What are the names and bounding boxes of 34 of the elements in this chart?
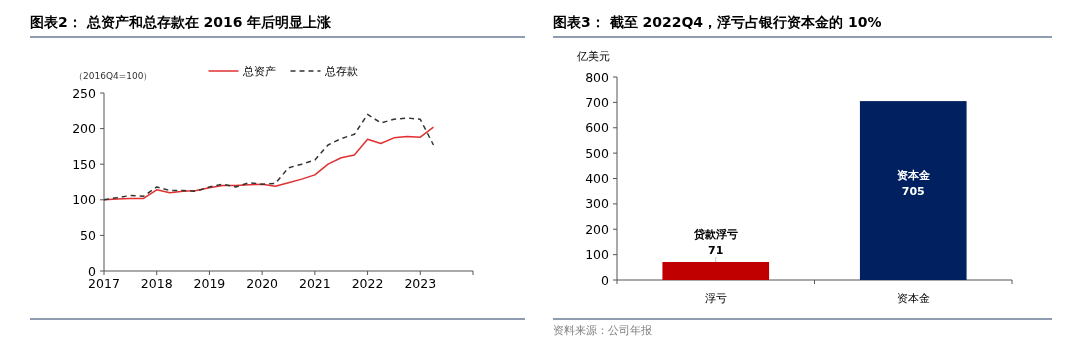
y-axis-title: 亿美元: [576, 50, 610, 63]
y-tick-label: 500: [585, 145, 610, 161]
x-tick-label: 2017: [88, 276, 120, 291]
y-tick-label: 600: [585, 120, 610, 136]
y-tick-label: 250: [72, 85, 97, 101]
y-tick-label: 200: [72, 121, 97, 137]
chart-title: 图表3： 截至 2022Q4，浮亏占银行资本金的 10%: [553, 14, 882, 30]
x-tick-label: 2018: [140, 276, 173, 291]
y-tick-label: 100: [72, 192, 97, 208]
y-tick-label: 0: [601, 272, 610, 288]
y-tick-label: 50: [80, 227, 97, 243]
x-tick-label: 2020: [246, 276, 279, 291]
x-tick-label: 2021: [298, 276, 331, 291]
y-tick-label: 300: [585, 196, 610, 212]
y-axis-title: （2016Q4=100）: [74, 71, 153, 81]
data-label: 71: [708, 243, 724, 257]
legend-label: 总资产: [241, 65, 276, 78]
y-tick-label: 800: [585, 69, 610, 85]
x-tick-label: 2019: [193, 276, 226, 291]
y-tick-label: 700: [585, 94, 610, 110]
y-tick-label: 150: [72, 156, 97, 172]
x-tick-label: 2022: [351, 276, 384, 291]
y-tick-label: 400: [585, 171, 610, 186]
data-label: 705: [901, 184, 925, 198]
x-tick-label: 2023: [404, 276, 437, 291]
chart-title: 图表2： 总资产和总存款在 2016 年后明显上涨: [30, 14, 333, 30]
y-tick-label: 200: [585, 221, 610, 237]
y-tick-label: 100: [585, 247, 610, 263]
text: 资料来源：公司年报: [553, 324, 652, 337]
annotation: 资本金: [896, 168, 931, 182]
y-tick-label: 0: [88, 263, 97, 279]
legend-label: 总存款: [323, 65, 358, 78]
annotation: 贷款浮亏: [692, 227, 738, 241]
x-tick-label: 浮亏: [704, 292, 727, 305]
